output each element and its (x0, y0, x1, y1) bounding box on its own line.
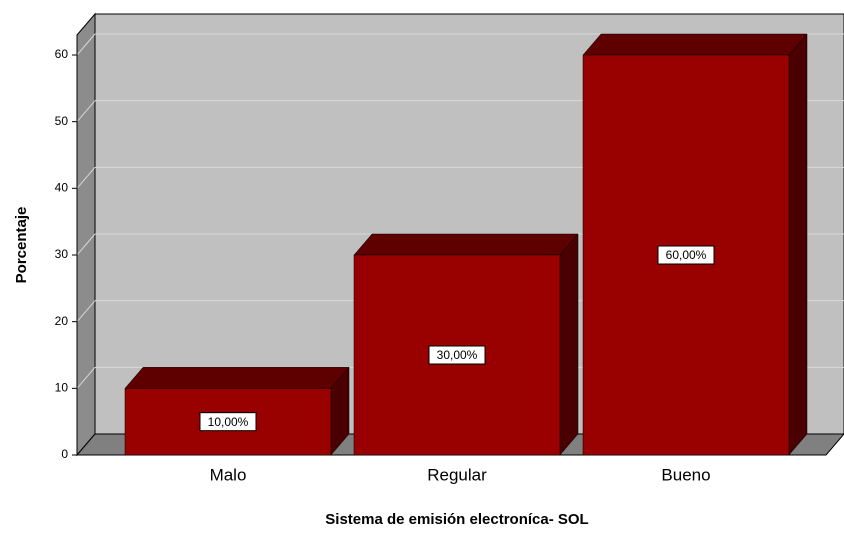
y-tick-label: 0 (61, 447, 68, 461)
value-label: 30,00% (437, 348, 478, 362)
grid-line (76, 233, 96, 256)
y-tick-label: 50 (55, 114, 69, 128)
value-label-box (657, 245, 715, 265)
y-tick-label: 10 (55, 381, 69, 395)
value-label-box (199, 412, 257, 432)
y-tick-label: 30 (55, 247, 69, 261)
bar-side (788, 33, 808, 456)
y-tick-label: 20 (55, 314, 69, 328)
x-tick-label: Malo (210, 465, 247, 484)
grid-line (76, 367, 96, 389)
bar-side (559, 233, 579, 456)
grid-line (76, 300, 96, 322)
bar-top (124, 367, 350, 389)
y-tick-label: 40 (55, 181, 69, 195)
value-label: 60,00% (666, 248, 707, 262)
grid-line (76, 33, 96, 56)
bar-top (582, 33, 808, 56)
bar-top (353, 233, 579, 256)
value-label: 10,00% (208, 415, 249, 429)
grid-line (76, 100, 96, 122)
x-axis-title: Sistema de emisión electroníca- SOL (325, 511, 588, 528)
grid-line (76, 167, 96, 189)
value-label-box (428, 345, 486, 365)
side-wall (76, 12, 96, 457)
y-axis-title: Porcentaje (13, 207, 30, 284)
x-tick-label: Bueno (661, 465, 710, 484)
x-tick-label: Regular (427, 465, 487, 484)
y-tick-label: 60 (55, 47, 69, 61)
